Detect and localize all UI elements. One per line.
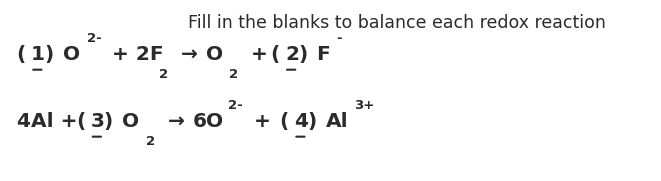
Text: Al: Al <box>326 112 348 131</box>
Text: ): ) <box>307 112 317 131</box>
Text: 6O: 6O <box>192 112 223 131</box>
Text: →: → <box>161 112 184 131</box>
Text: (: ( <box>76 112 85 131</box>
Text: O: O <box>206 45 223 64</box>
Text: 4: 4 <box>294 112 308 131</box>
Text: +: + <box>244 45 275 64</box>
Text: O: O <box>122 112 139 131</box>
Text: -: - <box>336 32 342 45</box>
Text: →: → <box>174 45 198 64</box>
Text: (: ( <box>280 112 289 131</box>
Text: 4Al +: 4Al + <box>17 112 84 131</box>
Text: 2-: 2- <box>228 99 243 112</box>
Text: ): ) <box>298 45 307 64</box>
Text: Fill in the blanks to balance each redox reaction: Fill in the blanks to balance each redox… <box>188 14 605 32</box>
Text: O: O <box>63 45 80 64</box>
Text: 2: 2 <box>159 68 169 81</box>
Text: +: + <box>254 112 278 131</box>
Text: 2: 2 <box>146 135 155 148</box>
Text: F: F <box>317 45 330 64</box>
Text: 3: 3 <box>91 112 104 131</box>
Text: (: ( <box>270 45 280 64</box>
Text: 2-: 2- <box>87 32 101 45</box>
Text: 1: 1 <box>31 45 45 64</box>
Text: (: ( <box>17 45 26 64</box>
Text: 2: 2 <box>285 45 299 64</box>
Text: ): ) <box>44 45 54 64</box>
Text: + 2F: + 2F <box>112 45 163 64</box>
Text: 3+: 3+ <box>354 99 374 112</box>
Text: 2: 2 <box>229 68 239 81</box>
Text: ): ) <box>104 112 113 131</box>
